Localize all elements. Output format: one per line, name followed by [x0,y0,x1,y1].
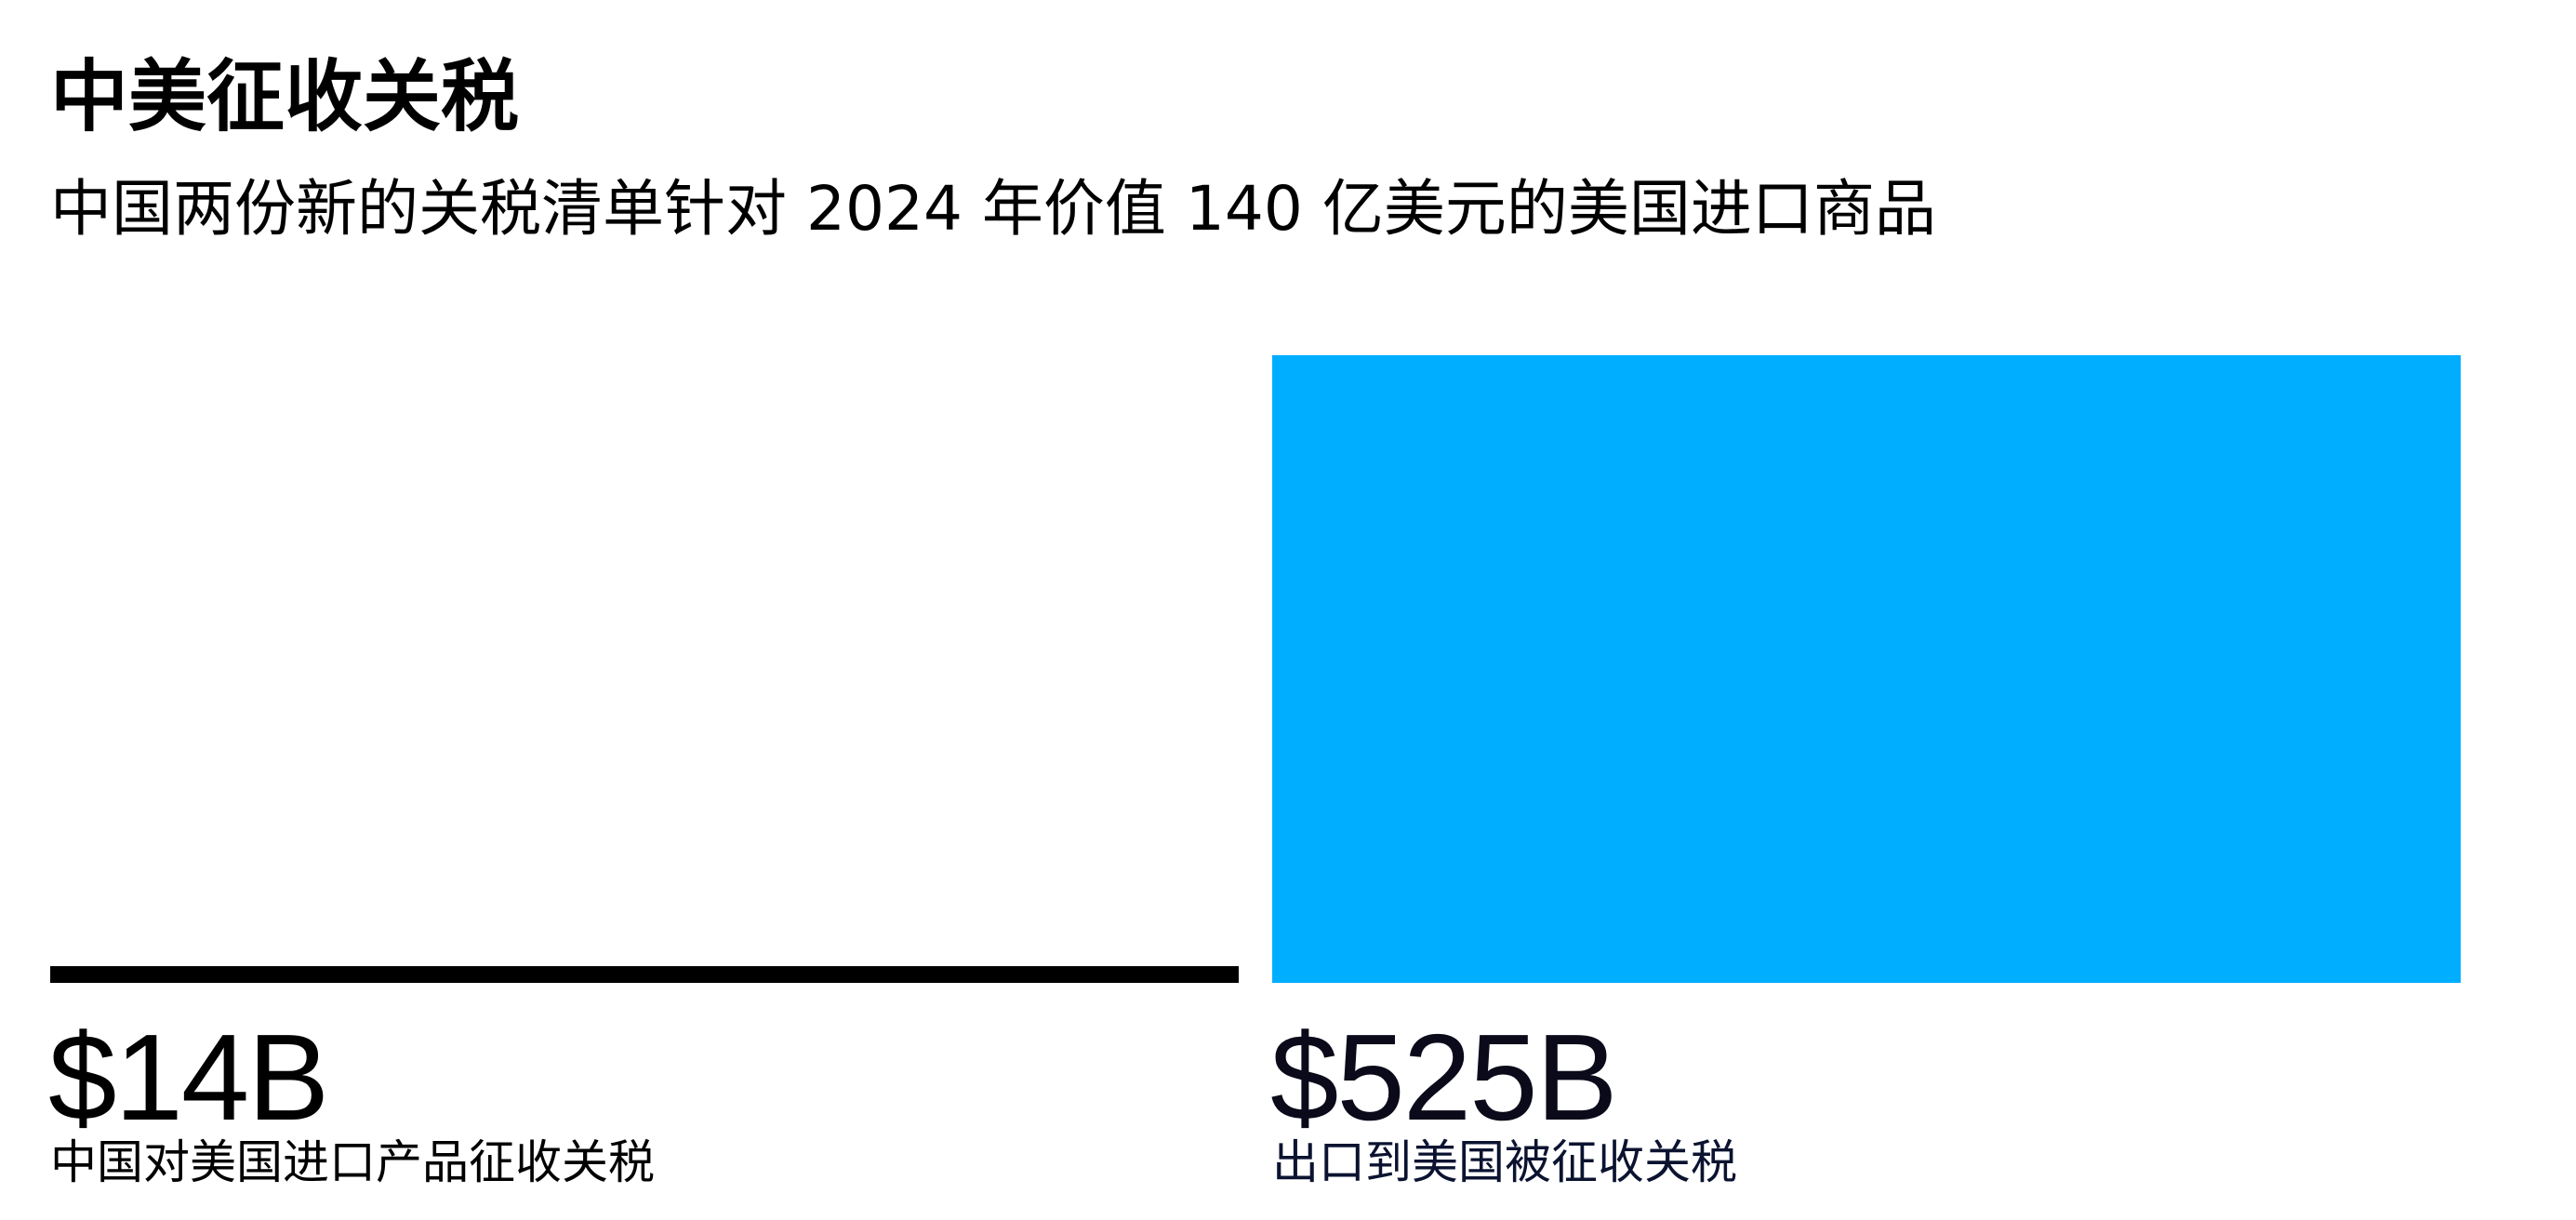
category-label-exports-tariffed: 出口到美国被征收关税 [1272,1135,1737,1189]
bar-exports-to-us-tariffed [1272,355,2461,983]
value-label-exports-tariffed: $525B [1270,1009,1618,1146]
chart-subtitle: 中国两份新的关税清单针对 2024 年价值 140 亿美元的美国进口商品 [50,173,1936,245]
bar-china-tariffs-on-us-imports [50,966,1239,983]
value-label-china-tariffs: $14B [48,1009,329,1146]
category-label-china-tariffs: 中国对美国进口产品征收关税 [50,1135,655,1189]
chart-title: 中美征收关税 [50,51,520,142]
